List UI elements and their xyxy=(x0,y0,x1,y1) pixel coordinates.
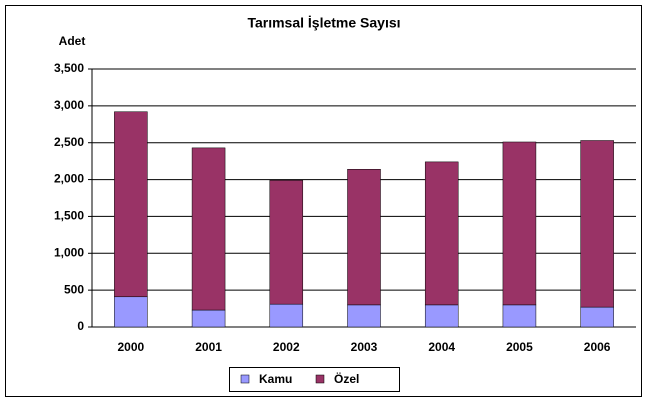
y-tick-label: 1,500 xyxy=(54,209,84,223)
bar-segment xyxy=(191,147,226,311)
bar-segment xyxy=(114,111,148,298)
legend-swatch xyxy=(240,374,250,384)
legend-label: Kamu xyxy=(259,372,292,386)
x-tick-label: 2005 xyxy=(506,340,533,354)
bar-segment xyxy=(269,180,304,305)
bar-segment xyxy=(347,304,381,328)
chart-border xyxy=(5,5,642,397)
y-tick-label: 1,000 xyxy=(54,245,84,259)
y-tick-label: 3,000 xyxy=(54,98,84,112)
x-tick-label: 2004 xyxy=(428,340,455,354)
y-tick-label: 2,000 xyxy=(54,172,84,186)
bar-segment xyxy=(269,303,304,328)
x-tick-label: 2003 xyxy=(351,340,378,354)
bar-segment xyxy=(424,304,459,328)
bar-segment xyxy=(347,169,381,306)
y-axis-label: Adet xyxy=(59,34,86,48)
bar-segment xyxy=(424,161,459,306)
bar-segment xyxy=(502,304,537,328)
y-tick-label: 2,500 xyxy=(54,135,84,149)
bar-segment xyxy=(580,306,614,328)
x-tick-label: 2001 xyxy=(195,340,222,354)
y-tick-label: 3,500 xyxy=(54,61,84,75)
x-tick-label: 2000 xyxy=(118,340,145,354)
bar-segment xyxy=(580,140,614,308)
bar-segment xyxy=(502,141,537,306)
legend-label: Özel xyxy=(334,371,359,386)
legend-swatch xyxy=(315,374,325,384)
bar-segment xyxy=(191,309,226,328)
chart-title: Tarımsal İşletme Sayısı xyxy=(247,15,400,31)
y-tick-label: 0 xyxy=(77,319,84,333)
y-tick-label: 500 xyxy=(64,282,84,296)
legend-box xyxy=(229,367,400,392)
x-tick-label: 2006 xyxy=(584,340,611,354)
bar-segment xyxy=(114,296,148,328)
x-tick-label: 2002 xyxy=(273,340,300,354)
